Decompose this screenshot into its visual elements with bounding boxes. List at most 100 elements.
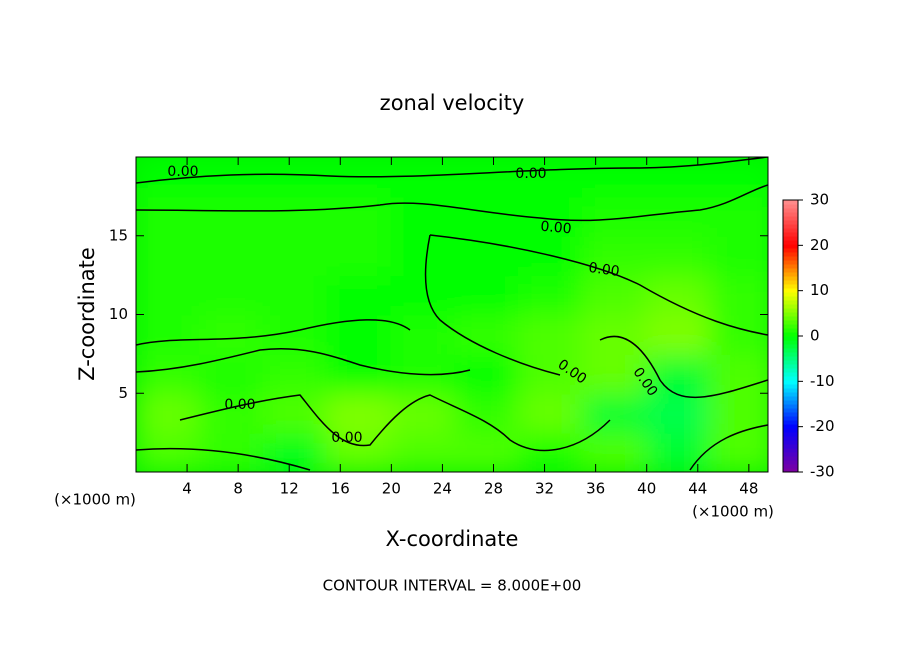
colorbar-step	[783, 420, 798, 425]
field-cell	[454, 392, 521, 434]
field-cell	[709, 274, 768, 316]
colorbar-step	[783, 312, 798, 317]
field-cell	[709, 352, 768, 395]
field-cell	[262, 234, 329, 277]
field-cell	[454, 313, 521, 355]
colorbar-step	[783, 396, 798, 401]
colorbar-step	[783, 328, 798, 333]
colorbar-step	[783, 304, 798, 309]
contour-line	[136, 319, 411, 346]
contour-line	[136, 157, 768, 184]
colorbar-step	[783, 320, 798, 325]
colorbar-step	[783, 248, 798, 253]
field-cell	[709, 431, 768, 472]
field-cell	[262, 195, 329, 237]
field-cell	[645, 392, 712, 434]
contour-line	[689, 424, 768, 471]
x-tick-label: 44	[688, 480, 707, 498]
colorbar-step	[783, 360, 798, 365]
field-cell	[645, 234, 712, 277]
colorbar-step	[783, 216, 798, 221]
field-cell	[326, 431, 393, 472]
colorbar-step	[783, 228, 798, 233]
field-cell	[709, 234, 768, 277]
colorbar-tick-label: 0	[810, 327, 820, 345]
field-cell	[454, 431, 521, 472]
y-tick-label: 15	[109, 226, 128, 244]
field-cell	[326, 195, 393, 237]
x-tick-label: 32	[535, 480, 554, 498]
colorbar-step	[783, 384, 798, 389]
colorbar-step	[783, 224, 798, 229]
field-cell	[136, 274, 201, 316]
colorbar-step	[783, 240, 798, 245]
colorbar-step	[783, 440, 798, 445]
x-tick-label: 8	[233, 480, 243, 498]
chart-title: zonal velocity	[380, 91, 525, 115]
field-cell	[709, 195, 768, 237]
colorbar-step	[783, 280, 798, 285]
field-cell	[390, 274, 457, 316]
field-cell	[518, 392, 584, 434]
y-axis-label: Z-coordinate	[75, 247, 99, 381]
colorbar-step	[783, 296, 798, 301]
contour-lines	[136, 157, 768, 471]
colorbar-step	[783, 252, 798, 257]
field-cell	[390, 234, 457, 277]
field-cell	[198, 431, 265, 472]
field-cells	[136, 157, 768, 472]
field-cell	[454, 195, 521, 237]
colorbar-step	[783, 288, 798, 293]
y-tick-label: 10	[109, 305, 128, 323]
colorbar-step	[783, 356, 798, 361]
y-tick-label: 5	[118, 384, 128, 402]
field-cell	[390, 195, 457, 237]
x-tick-label: 28	[484, 480, 503, 498]
colorbar-step	[783, 212, 798, 217]
x-tick-label: 12	[280, 480, 299, 498]
field-cell	[198, 234, 265, 277]
field-cell	[581, 352, 648, 395]
field-cell	[518, 313, 584, 355]
x-unit: (×1000 m)	[692, 503, 774, 521]
colorbar-tick-label: 30	[810, 191, 829, 209]
field-cell	[454, 157, 521, 198]
contour-line	[136, 347, 471, 376]
field-cell	[262, 352, 329, 395]
field-cell	[581, 157, 648, 198]
field-cell	[262, 274, 329, 316]
field-cell	[136, 195, 201, 237]
colorbar-step	[783, 236, 798, 241]
field-cell	[518, 352, 584, 395]
contour-line	[136, 447, 311, 471]
field-cell	[198, 157, 265, 198]
colorbar-step	[783, 416, 798, 421]
field-cell	[136, 392, 201, 434]
x-tick-label: 36	[586, 480, 605, 498]
colorbar-tick-label: -30	[810, 463, 835, 481]
x-tick-label: 20	[382, 480, 401, 498]
colorbar-step	[783, 424, 798, 429]
colorbar-step	[783, 332, 798, 337]
field-cell	[326, 352, 393, 395]
x-axis-label: X-coordinate	[386, 527, 519, 551]
colorbar-step	[783, 316, 798, 321]
field-cell	[709, 157, 768, 198]
colorbar-step	[783, 404, 798, 409]
field-cell	[136, 234, 201, 277]
colorbar-step	[783, 376, 798, 381]
colorbar-step	[783, 380, 798, 385]
y-unit: (×1000 m)	[54, 491, 136, 509]
colorbar-step	[783, 400, 798, 405]
colorbar-step	[783, 340, 798, 345]
colorbar-step	[783, 460, 798, 465]
colorbar-step	[783, 388, 798, 393]
colorbar-step	[783, 464, 798, 469]
x-tick-label: 4	[182, 480, 192, 498]
field-cell	[645, 274, 712, 316]
colorbar-step	[783, 444, 798, 449]
contour-line	[424, 234, 561, 376]
colorbar-tick-label: -10	[810, 372, 835, 390]
colorbar-step	[783, 408, 798, 413]
contour-label: 0.00	[224, 397, 255, 413]
